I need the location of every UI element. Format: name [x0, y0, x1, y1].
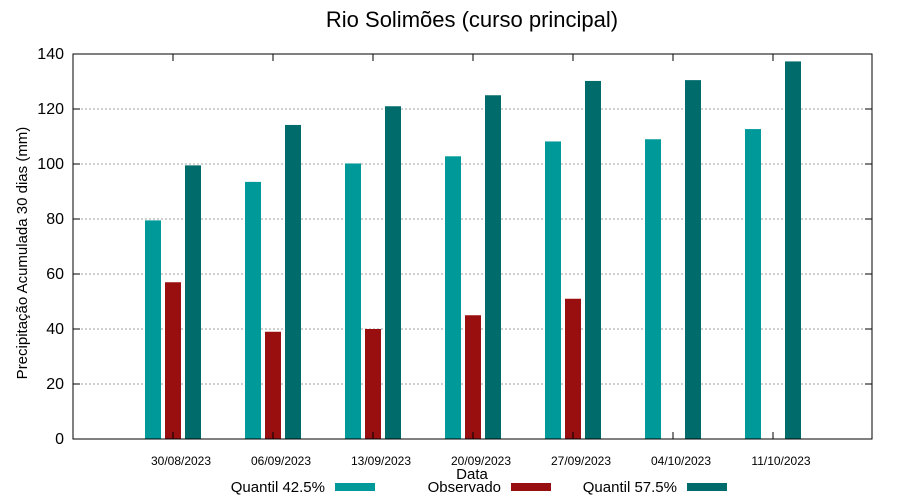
- bar-quantil-57-5--3: [485, 95, 501, 439]
- x-tick-label: 20/09/2023: [451, 454, 511, 468]
- y-tick-label: 140: [37, 46, 64, 63]
- bar-quantil-42-5--6: [745, 129, 761, 439]
- bar-quantil-57-5--2: [385, 106, 401, 439]
- bar-observado-1: [265, 331, 281, 439]
- legend-label: Observado: [428, 479, 501, 496]
- bar-quantil-42-5--0: [145, 220, 161, 439]
- y-ticks: 0 20 40 60 80 100 120 140: [37, 46, 872, 448]
- y-tick-label: 20: [46, 376, 64, 393]
- bar-observado-3: [465, 315, 481, 439]
- x-tick-label: 04/10/2023: [651, 454, 711, 468]
- legend-label: Quantil 57.5%: [583, 479, 677, 496]
- x-axis-label: Data: [456, 466, 488, 483]
- bar-quantil-57-5--6: [785, 61, 801, 440]
- x-tick-label: 11/10/2023: [751, 454, 810, 468]
- legend-swatch: [511, 483, 551, 491]
- bar-quantil-42-5--4: [545, 141, 561, 439]
- x-tick-label: 30/08/2023: [151, 454, 211, 468]
- bar-observado-2: [365, 329, 381, 439]
- legend-swatch: [335, 483, 375, 491]
- bar-quantil-42-5--1: [245, 181, 261, 439]
- x-tick-label: 13/09/2023: [351, 454, 411, 468]
- gridlines: [73, 108, 872, 385]
- y-tick-label: 0: [55, 431, 64, 448]
- bar-quantil-57-5--1: [285, 124, 301, 439]
- y-tick-label: 120: [37, 101, 64, 118]
- bar-quantil-42-5--2: [345, 163, 361, 439]
- bar-quantil-42-5--3: [445, 156, 461, 440]
- bar-quantil-57-5--0: [185, 165, 201, 439]
- bar-quantil-57-5--4: [585, 80, 601, 439]
- y-tick-label: 80: [46, 211, 64, 228]
- y-tick-label: 60: [46, 266, 64, 283]
- x-tick-label: 27/09/2023: [551, 454, 611, 468]
- chart-title: Rio Solimões (curso principal): [326, 7, 618, 32]
- y-tick-label: 40: [46, 321, 64, 338]
- bars: [145, 61, 801, 440]
- y-tick-label: 100: [37, 156, 64, 173]
- legend: Quantil 42.5% Observado Quantil 57.5%: [231, 479, 727, 496]
- x-tick-label: 06/09/2023: [251, 454, 311, 468]
- bar-quantil-42-5--5: [645, 139, 661, 439]
- bar-observado-4: [565, 298, 581, 439]
- x-ticks: 30/08/2023 06/09/2023 13/09/2023 20/09/2023…: [151, 54, 811, 468]
- legend-label: Quantil 42.5%: [231, 479, 325, 496]
- y-axis-label: Precipitação Acumulada 30 dias (mm): [14, 127, 31, 380]
- legend-swatch: [687, 483, 727, 491]
- bar-observado-0: [165, 282, 181, 439]
- bar-quantil-57-5--5: [685, 80, 701, 439]
